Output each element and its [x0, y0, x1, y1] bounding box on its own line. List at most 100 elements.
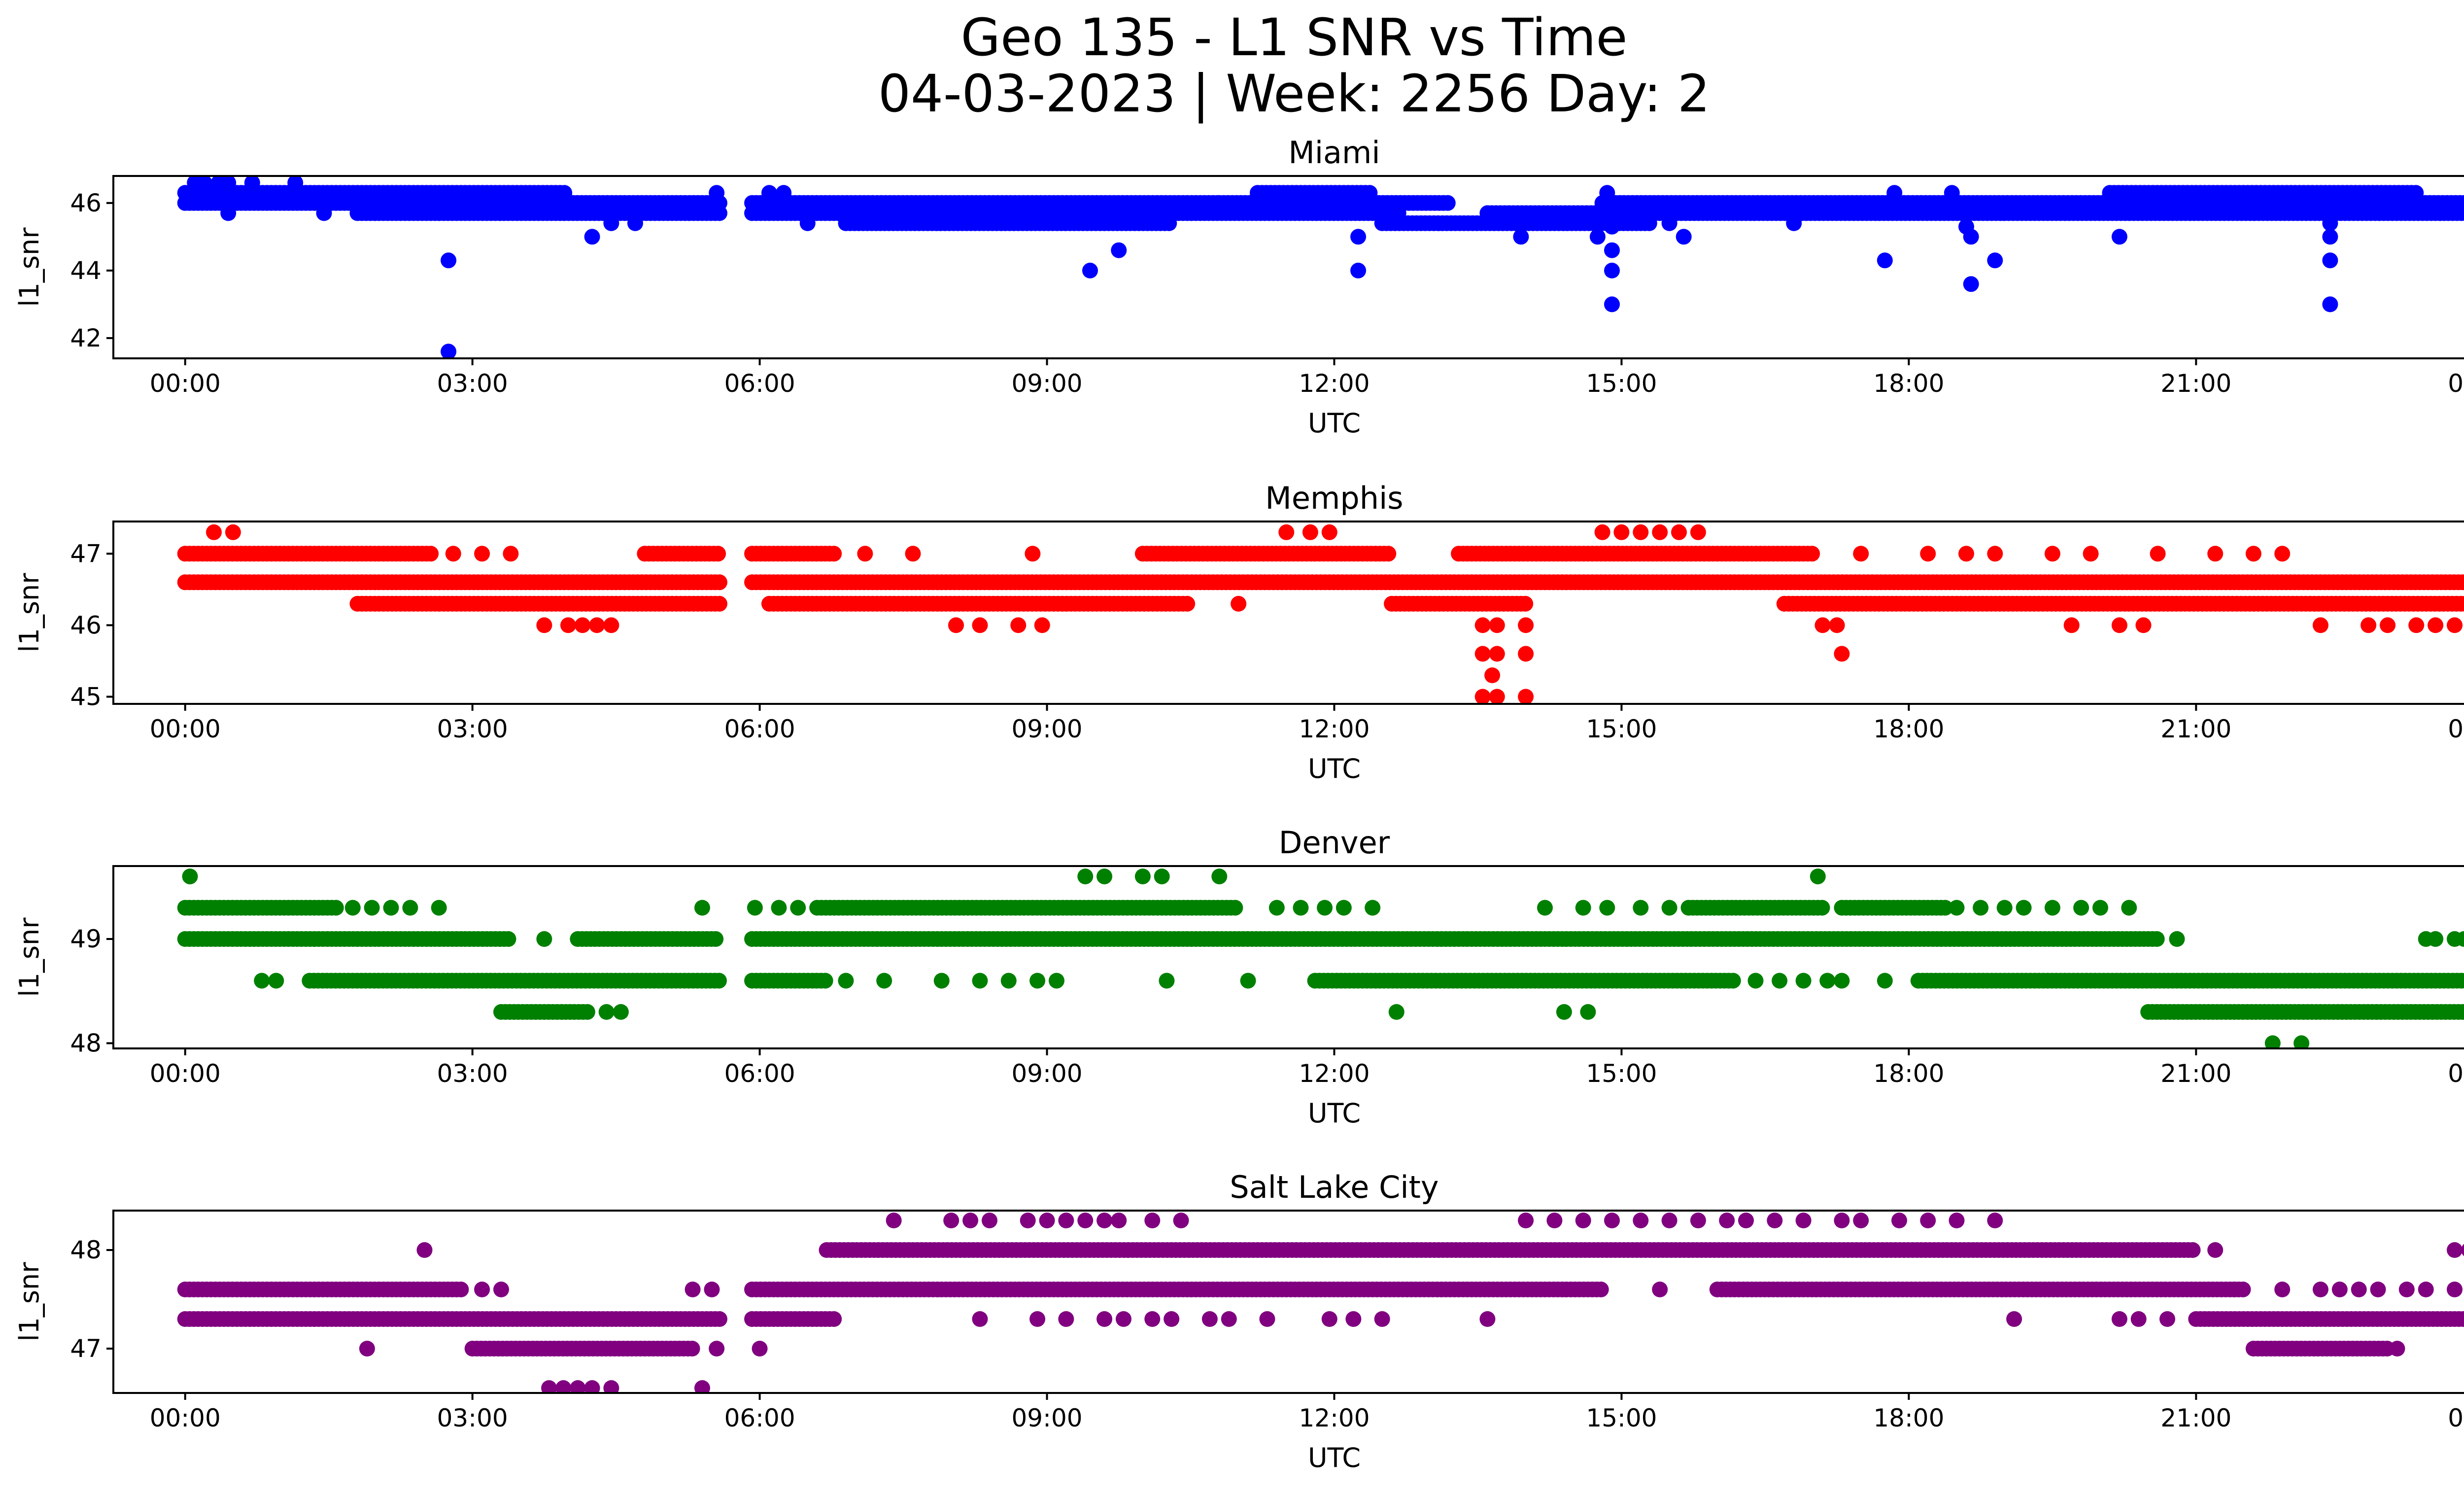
data-point [1388, 1004, 1404, 1020]
x-tick-label: 00:00 [150, 715, 221, 743]
data-point [1317, 900, 1333, 916]
subplot-title: Miami [1288, 135, 1380, 171]
x-tick-label: 15:00 [1586, 1404, 1657, 1432]
point-band [177, 546, 439, 562]
plot-frame [112, 865, 2464, 1049]
data-point [1025, 546, 1041, 562]
data-point [1767, 1213, 1783, 1228]
x-tick-label: 09:00 [1012, 369, 1083, 398]
data-point [1474, 617, 1491, 633]
data-point [603, 215, 619, 231]
point-band [838, 215, 1177, 231]
data-point [948, 617, 964, 633]
point-band [1307, 973, 1741, 989]
data-point [708, 931, 724, 947]
point-band [464, 1341, 700, 1356]
data-point [1810, 869, 1826, 885]
data-point [2044, 900, 2060, 916]
data-point [2016, 900, 2032, 916]
data-point [1321, 1311, 1337, 1327]
data-point [1814, 900, 1830, 916]
data-point [886, 1213, 902, 1228]
data-point [1599, 900, 1615, 916]
data-point [826, 1311, 842, 1327]
data-point [1517, 595, 1534, 612]
data-point [2380, 617, 2396, 633]
x-tick-label: 21:00 [2160, 369, 2231, 398]
data-point [2111, 229, 2127, 245]
data-point [1082, 262, 1098, 278]
point-band [761, 595, 1196, 612]
data-point [1489, 646, 1505, 662]
data-point [1489, 689, 1505, 704]
data-point [709, 1341, 725, 1356]
data-point [1853, 546, 1869, 562]
data-point [2389, 1341, 2405, 1356]
data-point [441, 252, 457, 269]
data-point [2245, 546, 2261, 562]
data-point [1439, 195, 1456, 211]
data-point [1537, 900, 1553, 916]
data-point [2159, 1311, 2175, 1327]
data-point [1853, 1213, 1869, 1228]
data-point [1058, 1311, 1074, 1327]
data-point [1518, 1213, 1534, 1228]
data-point [1278, 524, 1295, 540]
data-point [747, 900, 763, 916]
data-point [1010, 617, 1027, 633]
point-band [570, 931, 724, 947]
x-axis-label: UTC [1308, 753, 1361, 784]
x-tick-label: 09:00 [1012, 1059, 1083, 1088]
data-point [1725, 973, 1741, 989]
data-point [1034, 617, 1050, 633]
point-band [744, 931, 2165, 947]
data-point [2447, 617, 2463, 633]
data-point [589, 617, 605, 633]
data-point [328, 900, 344, 916]
data-point [1719, 1213, 1735, 1228]
x-tick-label: 15:00 [1586, 369, 1657, 398]
data-point [431, 900, 447, 916]
data-point [1259, 1311, 1275, 1327]
data-point [761, 185, 777, 201]
data-point [2428, 617, 2444, 633]
data-point [220, 205, 237, 221]
x-tick-label: 00:00 [2448, 1059, 2464, 1088]
data-point [1834, 1213, 1850, 1228]
data-point [1676, 229, 1692, 245]
data-point [2322, 252, 2338, 269]
data-point [570, 1380, 586, 1393]
y-axis-label: l1_snr [14, 1262, 45, 1342]
data-point [1350, 229, 1367, 245]
data-point [359, 1341, 375, 1356]
y-tick-label: 47 [70, 1334, 102, 1363]
data-point [1144, 1213, 1161, 1228]
data-point [1479, 1311, 1496, 1327]
point-band [744, 973, 833, 989]
data-point [1690, 1213, 1706, 1228]
data-point [1834, 646, 1850, 662]
point-band [302, 973, 727, 989]
data-point [962, 1213, 979, 1228]
data-point [613, 1004, 629, 1020]
data-point [2121, 900, 2137, 916]
point-band [819, 1242, 2201, 1258]
data-point [1000, 973, 1017, 989]
figure-title-line2: 04-03-2023 | Week: 2256 Day: 2 [878, 64, 1710, 124]
data-point [493, 1282, 509, 1297]
data-point [1604, 262, 1620, 278]
data-point [220, 176, 237, 191]
data-point [1039, 1213, 1055, 1228]
data-point [2226, 1282, 2242, 1297]
point-band [1776, 595, 2464, 612]
figure-title-line1: Geo 135 - L1 SNR vs Time [960, 7, 1627, 68]
data-point [817, 973, 833, 989]
data-point [712, 595, 727, 612]
data-point [268, 973, 284, 989]
data-point [972, 973, 988, 989]
data-point [857, 546, 873, 562]
data-point [2207, 1242, 2224, 1258]
data-point [712, 1311, 727, 1327]
